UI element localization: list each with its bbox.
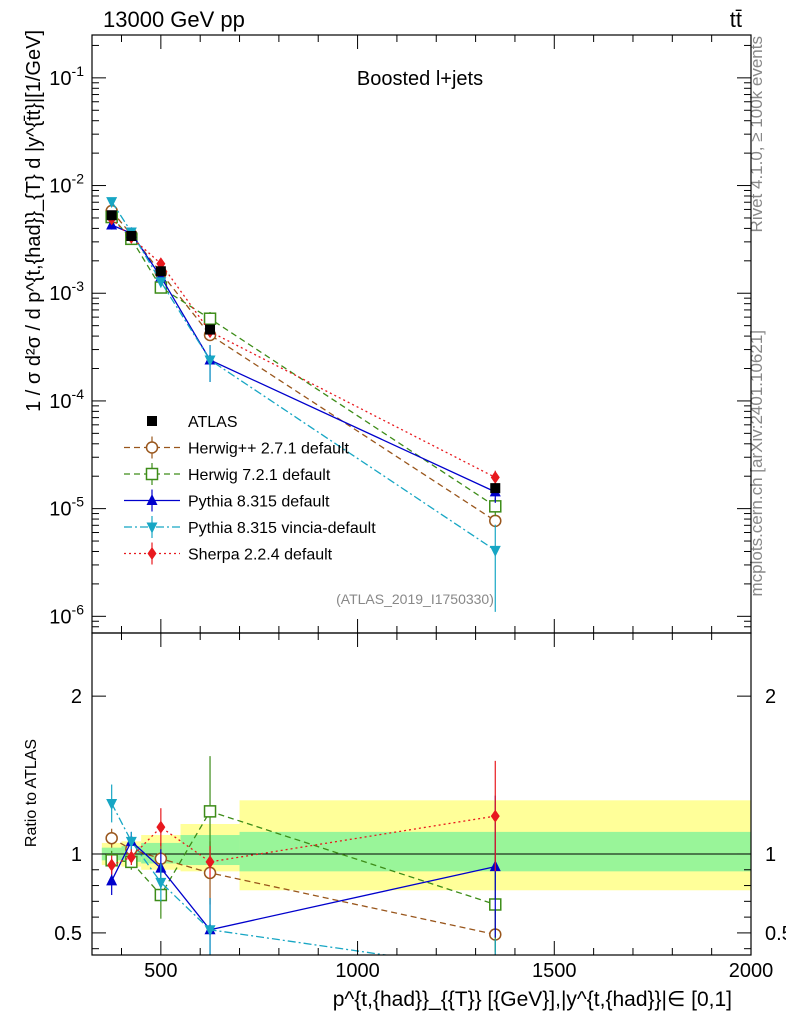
main-y-tick-label: 10-5 xyxy=(49,494,84,521)
ratio-series-point xyxy=(204,925,216,937)
x-tick-label: 2000 xyxy=(729,960,774,982)
legend-entry-atlas: ATLAS xyxy=(147,414,238,431)
legend-marker xyxy=(146,494,158,505)
legend-label: Pythia 8.315 default xyxy=(188,494,330,511)
ratio-y-tick-label-right: 1 xyxy=(765,844,776,866)
atlas-data-point xyxy=(126,231,137,242)
ratio-series-point xyxy=(126,850,136,864)
rivet-version-label: Rivet 4.1.0, ≥ 100k events xyxy=(747,36,766,232)
ratio-series-point xyxy=(125,836,137,848)
x-tick-label: 500 xyxy=(144,960,177,982)
atlas-data-point xyxy=(106,210,117,221)
ratio-series-point xyxy=(203,805,217,818)
atlas-data-point xyxy=(155,266,166,277)
main-series-line xyxy=(111,201,496,551)
main-series-line xyxy=(111,210,496,522)
main-y-tick-label: 10-6 xyxy=(49,601,84,628)
main-series-point xyxy=(106,197,118,209)
ratio-series-point xyxy=(155,877,167,889)
main-plot-panel: 10-610-510-410-310-210-1 Boosted l+jets … xyxy=(23,30,752,634)
legend-entry-3: Pythia 8.315 vincia-default xyxy=(124,516,376,538)
ratio-series-4 xyxy=(107,760,500,878)
main-series-point xyxy=(490,470,500,484)
legend: ATLAS Herwig++ 2.7.1 default Herwig 7.2.1 … xyxy=(124,414,376,565)
process-label: tt̄ xyxy=(730,7,742,32)
ratio-series-point xyxy=(106,874,118,886)
ratio-y-tick-label: 2 xyxy=(71,686,82,708)
ratio-series-point xyxy=(105,831,118,845)
atlas-data-point xyxy=(490,483,501,494)
ratio-series-point xyxy=(205,855,215,869)
legend-label: Herwig 7.2.1 default xyxy=(188,467,331,484)
ratio-plot-panel: 0.5 0.5 1 1 2 2 500 1000 1500 2000 Ratio to ATLAS… xyxy=(23,632,786,1011)
legend-label: Herwig++ 2.7.1 default xyxy=(188,441,350,458)
main-series-point xyxy=(489,545,501,557)
main-y-tick-label: 10-3 xyxy=(49,278,84,305)
mcplots-source-label: mcplots.cern.ch [arXiv:2401.10621] xyxy=(747,330,766,596)
legend-marker xyxy=(147,547,157,560)
ratio-series-point xyxy=(156,820,166,834)
analysis-label: (ATLAS_2019_I1750330) xyxy=(336,591,494,607)
x-tick-label: 1000 xyxy=(335,960,380,982)
ratio-y-axis-label: Ratio to ATLAS xyxy=(23,739,40,847)
legend-entry-4: Sherpa 2.2.4 default xyxy=(124,542,333,565)
ratio-series-point xyxy=(490,809,500,823)
main-plot-title: Boosted l+jets xyxy=(357,68,483,90)
legend-label: Pythia 8.315 vincia-default xyxy=(188,520,376,537)
ratio-y-tick-label-right: 2 xyxy=(765,686,776,708)
ratio-y-tick-label-right: 0.5 xyxy=(765,923,786,945)
legend-marker xyxy=(145,441,159,454)
atlas-data-point xyxy=(205,324,216,335)
legend-marker xyxy=(146,522,158,534)
ratio-plot-frame xyxy=(91,632,752,956)
ratio-y-tick-label: 1 xyxy=(71,844,82,866)
legend-marker-atlas xyxy=(147,416,157,426)
main-series-point xyxy=(203,312,217,325)
legend-entry-0: Herwig++ 2.7.1 default xyxy=(124,436,350,459)
main-series-point xyxy=(204,355,216,367)
ratio-series-point xyxy=(107,858,117,872)
ratio-series-3 xyxy=(106,784,496,955)
energy-label: 13000 GeV pp xyxy=(103,7,245,32)
x-tick-label: 1500 xyxy=(532,960,577,982)
ratio-series-line xyxy=(111,803,391,955)
legend-label-atlas: ATLAS xyxy=(188,414,238,431)
x-axis-label: p^{t,{had}}_{{T}} [{GeV}],|y^{t,{had}}|∈… xyxy=(333,988,732,1011)
ratio-series-point xyxy=(106,798,118,810)
main-series-3 xyxy=(106,197,501,612)
legend-entry-1: Herwig 7.2.1 default xyxy=(124,463,331,485)
main-series-point xyxy=(155,277,167,289)
legend-label: Sherpa 2.2.4 default xyxy=(188,547,333,564)
main-y-axis-label: 1 / σ d²σ / d p^{t,{had}}_{T} d |y^{t̄t}… xyxy=(23,30,45,412)
legend-marker xyxy=(145,467,159,481)
legend-entry-2: Pythia 8.315 default xyxy=(124,489,330,512)
ratio-y-tick-label: 0.5 xyxy=(54,923,82,945)
